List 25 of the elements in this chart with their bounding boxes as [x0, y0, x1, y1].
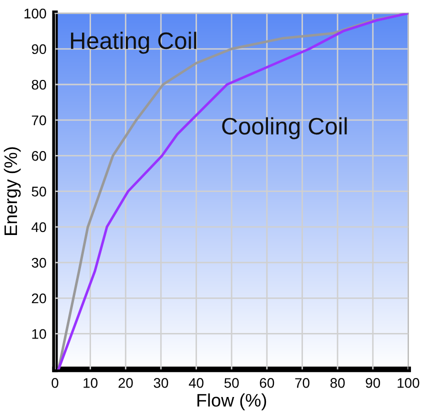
y-tick-label: 90 [32, 44, 46, 54]
x-tick-label: 100 [398, 378, 420, 388]
x-tick-label: 10 [84, 378, 98, 388]
x-tick-label: 50 [224, 378, 239, 388]
x-tick-label: 90 [366, 378, 380, 388]
y-axis-title: Energy (%) [4, 147, 21, 235]
x-tick-label: 0 [52, 378, 58, 388]
x-tick-label: 20 [118, 378, 133, 388]
series-label: Cooling Coil [222, 117, 347, 140]
y-tick-label: 10 [32, 329, 46, 339]
x-tick-label: 60 [260, 378, 274, 388]
x-tick-label: 30 [154, 378, 168, 388]
y-tick-label: 50 [32, 186, 46, 196]
y-tick-label: 70 [32, 115, 46, 126]
y-tick-label: 30 [32, 258, 46, 268]
y-tick-label: 80 [32, 80, 46, 90]
x-axis-title: Flow (%) [197, 393, 266, 410]
x-tick-label: 70 [295, 378, 310, 388]
y-tick-label: 100 [24, 8, 46, 18]
series-label: Heating Coil [71, 32, 196, 54]
y-tick-label: 20 [32, 293, 46, 304]
y-tick-label: 40 [32, 222, 46, 232]
x-tick-label: 40 [188, 378, 204, 388]
y-tick-label: 60 [32, 151, 46, 161]
x-tick-label: 80 [330, 378, 345, 388]
